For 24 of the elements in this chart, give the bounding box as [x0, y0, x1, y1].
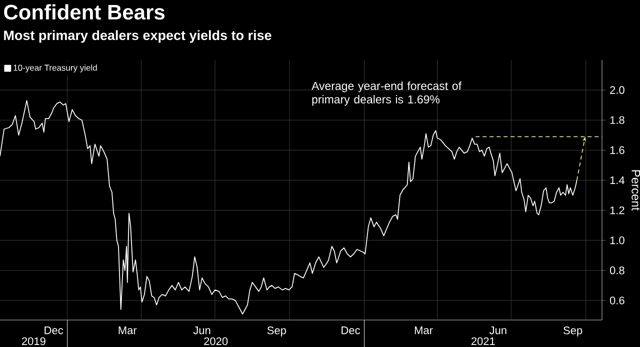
x-tick-label: Dec [44, 326, 64, 334]
y-tick-label: 1.2 [610, 206, 624, 214]
x-tick-label: Sep [267, 326, 286, 336]
y-tick-label: 0.8 [610, 266, 624, 274]
annotation: Average year-end forecast of primary dealers is 1.69% [312, 82, 462, 106]
y-tick-label: 0.6 [610, 296, 624, 304]
text: 2021 [471, 337, 495, 346]
y-tick-label: 2.0 [610, 86, 624, 94]
x-tick-label: Sep [564, 326, 582, 336]
y-tick-label: 1.8 [610, 116, 624, 124]
chart-title: Confident Bears [4, 4, 165, 20]
text: 2019 [22, 337, 46, 346]
text: 2020 [204, 337, 228, 346]
x-tick-label: Mar [118, 326, 137, 334]
x-tick-label: Mar [414, 326, 433, 334]
y-tick-label: 1.0 [610, 236, 624, 244]
y-tick-label: 1.4 [610, 176, 624, 184]
y-tick-label: 1.6 [610, 146, 624, 154]
x-tick-label: Jun [489, 326, 506, 334]
chart-subtitle: Most primary dealers expect yields to rise [4, 30, 272, 43]
x-tick-label: Jun [193, 326, 210, 334]
legend-label: 10-year Treasury yield [14, 64, 97, 72]
x-tick-label: Dec [342, 326, 360, 334]
y-axis-title: Percent [632, 170, 640, 211]
